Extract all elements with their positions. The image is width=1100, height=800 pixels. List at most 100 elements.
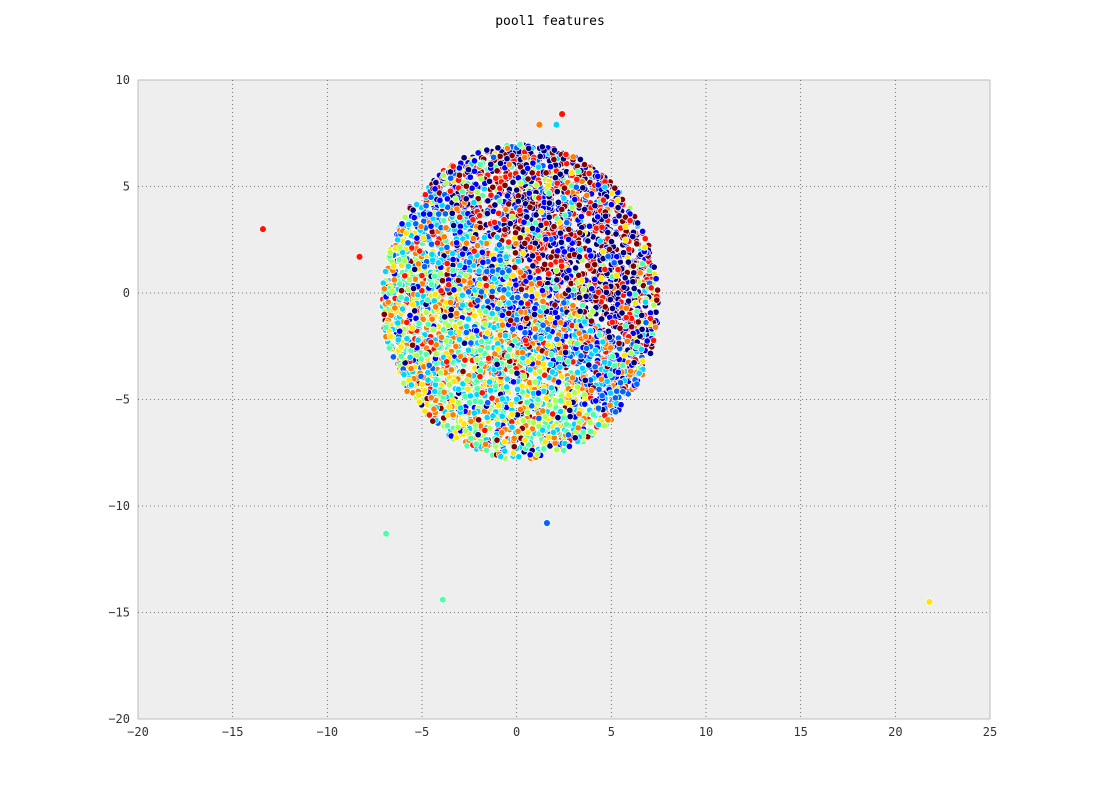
scatter-point: [396, 280, 404, 288]
scatter-point: [489, 183, 497, 191]
scatter-point: [583, 191, 591, 199]
scatter-point: [431, 387, 439, 395]
scatter-point: [534, 389, 543, 397]
scatter-point: [547, 261, 555, 269]
scatter-point: [490, 324, 498, 332]
scatter-point: [464, 346, 473, 354]
scatter-point: [579, 184, 587, 192]
scatter-point: [560, 184, 569, 192]
scatter-point: [582, 292, 590, 300]
scatter-point: [621, 236, 629, 244]
scatter-point: [505, 238, 513, 246]
scatter-point: [483, 209, 491, 218]
scatter-point: [551, 308, 559, 317]
scatter-point: [484, 344, 492, 352]
scatter-point: [604, 252, 612, 260]
scatter-point: [625, 245, 633, 253]
scatter-point: [527, 286, 535, 294]
scatter-point: [517, 299, 525, 307]
scatter-point: [632, 343, 640, 351]
scatter-point: [470, 157, 479, 165]
scatter-point: [493, 360, 501, 368]
scatter-point: [394, 319, 402, 327]
scatter-point: [443, 358, 451, 366]
scatter-point: [463, 322, 471, 331]
scatter-point: [462, 182, 470, 190]
scatter-point: [451, 195, 460, 203]
scatter-point: [618, 309, 626, 317]
scatter-point: [480, 234, 488, 242]
scatter-point: [513, 395, 521, 403]
scatter-point: [529, 252, 537, 260]
scatter-point: [521, 436, 529, 444]
scatter-point: [522, 292, 530, 300]
scatter-point: [436, 196, 444, 204]
scatter-point: [462, 239, 471, 247]
scatter-point: [633, 240, 641, 248]
scatter-point: [411, 307, 419, 315]
scatter-point: [421, 387, 429, 395]
scatter-point: [447, 174, 455, 182]
scatter-point: [526, 203, 534, 211]
scatter-point: [639, 227, 647, 235]
scatter-point: [456, 319, 464, 327]
scatter-point: [653, 296, 661, 304]
scatter-point: [516, 268, 525, 276]
scatter-point: [409, 206, 417, 214]
scatter-point: [490, 255, 498, 263]
scatter-point: [575, 410, 583, 418]
scatter-point: [576, 294, 584, 302]
scatter-point: [464, 315, 472, 323]
scatter-point: [475, 267, 483, 275]
scatter-point: [647, 284, 655, 292]
scatter-point: [418, 380, 426, 388]
scatter-point: [380, 310, 388, 318]
scatter-point: [560, 194, 568, 202]
scatter-point: [473, 242, 482, 250]
scatter-point: [589, 411, 597, 419]
scatter-point: [638, 260, 646, 268]
scatter-point: [558, 262, 566, 270]
scatter-point: [419, 234, 427, 242]
scatter-point: [513, 316, 521, 324]
scatter-point: [440, 172, 448, 180]
scatter-point: [517, 285, 525, 293]
scatter-point: [478, 389, 486, 397]
scatter-point: [604, 327, 612, 335]
scatter-point: [528, 169, 536, 177]
scatter-point: [610, 259, 618, 267]
scatter-point: [517, 308, 525, 316]
scatter-point: [462, 427, 470, 435]
scatter-point: [515, 453, 523, 461]
scatter-point: [594, 404, 603, 412]
scatter-point: [611, 394, 619, 402]
scatter-point: [521, 154, 529, 162]
scatter-point: [496, 256, 504, 264]
scatter-point: [502, 205, 510, 214]
scatter-point: [403, 229, 411, 237]
scatter-point: [636, 269, 644, 277]
scatter-point: [497, 452, 505, 461]
scatter-point: [629, 233, 637, 241]
scatter-point: [582, 344, 591, 352]
scatter-point: [529, 419, 537, 427]
scatter-point: [449, 255, 457, 264]
scatter-point: [585, 222, 594, 230]
scatter-point: [425, 411, 433, 419]
scatter-point: [606, 401, 614, 409]
scatter-point: [477, 288, 485, 296]
scatter-point: [390, 262, 398, 270]
scatter-point: [546, 314, 554, 322]
scatter-point: [410, 284, 418, 293]
scatter-point: [455, 171, 464, 179]
scatter-point: [498, 321, 506, 329]
scatter-point: [616, 324, 624, 332]
scatter-point: [424, 376, 432, 384]
scatter-point: [454, 276, 462, 284]
scatter-point: [587, 317, 596, 325]
scatter-point: [605, 333, 614, 341]
scatter-point: [521, 239, 529, 247]
scatter-point: [467, 434, 475, 442]
scatter-point: [514, 427, 522, 435]
scatter-point: [563, 219, 571, 227]
